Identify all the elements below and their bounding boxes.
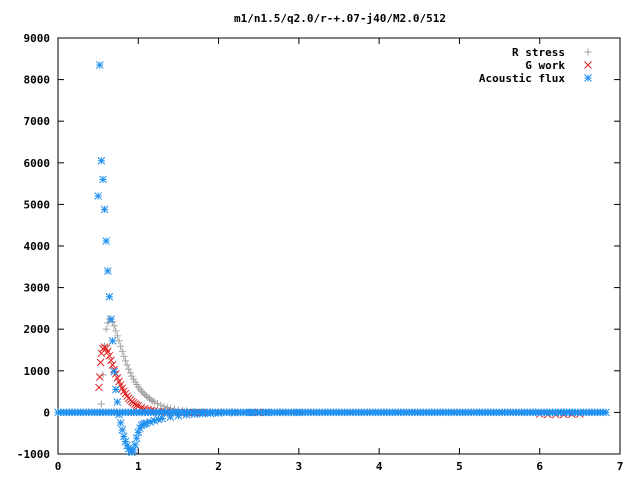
x-tick-label: 2 — [215, 460, 222, 473]
x-tick-label: 7 — [617, 460, 624, 473]
series-acoustic-flux — [94, 61, 303, 457]
data-point — [111, 385, 120, 394]
chart-title: m1/n1.5/q2.0/r-+.07-j40/M2.0/512 — [234, 12, 446, 25]
data-point — [129, 445, 138, 454]
data-point — [602, 408, 610, 417]
legend-marker — [584, 74, 592, 82]
data-point — [100, 205, 109, 214]
data-point — [126, 369, 134, 377]
y-tick-label: -1000 — [17, 448, 50, 461]
x-tick-label: 0 — [55, 460, 62, 473]
legend-label: Acoustic flux — [479, 72, 565, 85]
data-point — [123, 361, 131, 369]
data-point — [115, 337, 123, 345]
data-point — [113, 398, 122, 406]
data-point — [118, 426, 127, 434]
y-tick-label: 1000 — [24, 365, 51, 378]
data-point — [107, 356, 115, 365]
data-point — [103, 267, 112, 275]
data-point — [94, 192, 102, 200]
data-point — [125, 365, 133, 373]
data-point — [99, 371, 107, 379]
y-tick-label: 7000 — [24, 115, 51, 128]
series-acoustic-flux-baseline — [54, 408, 610, 417]
data-point — [99, 175, 107, 184]
y-tick-label: 4000 — [24, 240, 51, 253]
data-point — [157, 401, 165, 409]
x-tick-label: 5 — [456, 460, 463, 473]
data-point — [120, 352, 128, 360]
data-point — [129, 375, 137, 383]
data-point — [107, 315, 115, 324]
data-point — [160, 402, 168, 410]
data-marks — [54, 61, 610, 457]
data-point — [113, 332, 121, 340]
data-point — [117, 342, 125, 350]
data-point — [110, 322, 118, 330]
legend-marker — [584, 61, 592, 69]
data-point — [137, 387, 145, 395]
data-point — [110, 367, 119, 376]
y-tick-label: 0 — [43, 406, 50, 419]
data-point — [149, 397, 157, 405]
y-tick-label: 3000 — [24, 282, 51, 295]
data-point — [95, 383, 103, 392]
y-tick-label: 5000 — [24, 198, 51, 211]
data-point — [102, 325, 110, 333]
series-r-stress — [96, 315, 287, 416]
data-point — [132, 434, 141, 443]
data-point — [116, 418, 125, 427]
data-point — [128, 372, 136, 380]
x-tick-label: 1 — [135, 460, 142, 473]
legend-marker — [584, 48, 592, 56]
data-point — [141, 391, 149, 399]
axis-ticks: 0 1 2 3 4 5 6 7 -1000 0 1000 2000 3000 4000 5000 6000 70… — [17, 32, 623, 473]
data-point — [121, 357, 129, 365]
data-point — [102, 237, 111, 245]
y-tick-label: 6000 — [24, 157, 51, 170]
data-point — [119, 432, 128, 441]
data-point — [131, 440, 139, 449]
data-point — [150, 398, 158, 406]
data-point — [105, 351, 114, 360]
y-tick-label: 8000 — [24, 74, 51, 87]
data-point — [97, 400, 105, 408]
x-tick-label: 3 — [296, 460, 303, 473]
data-point — [158, 414, 167, 423]
x-tick-label: 4 — [376, 460, 383, 473]
data-point — [105, 292, 114, 301]
legend-label: G work — [525, 59, 565, 72]
data-point — [97, 156, 106, 165]
data-point — [154, 400, 162, 408]
data-point — [96, 358, 105, 367]
data-point — [108, 361, 117, 369]
data-point — [95, 373, 104, 381]
x-tick-label: 6 — [536, 460, 543, 473]
data-point — [103, 347, 112, 356]
data-point — [112, 327, 120, 335]
y-tick-label: 2000 — [24, 323, 51, 336]
y-tick-label: 9000 — [24, 32, 51, 45]
legend-label: R stress — [512, 46, 565, 59]
data-point — [118, 347, 126, 355]
data-point — [108, 336, 117, 345]
data-point — [95, 61, 104, 69]
data-point — [139, 389, 147, 397]
